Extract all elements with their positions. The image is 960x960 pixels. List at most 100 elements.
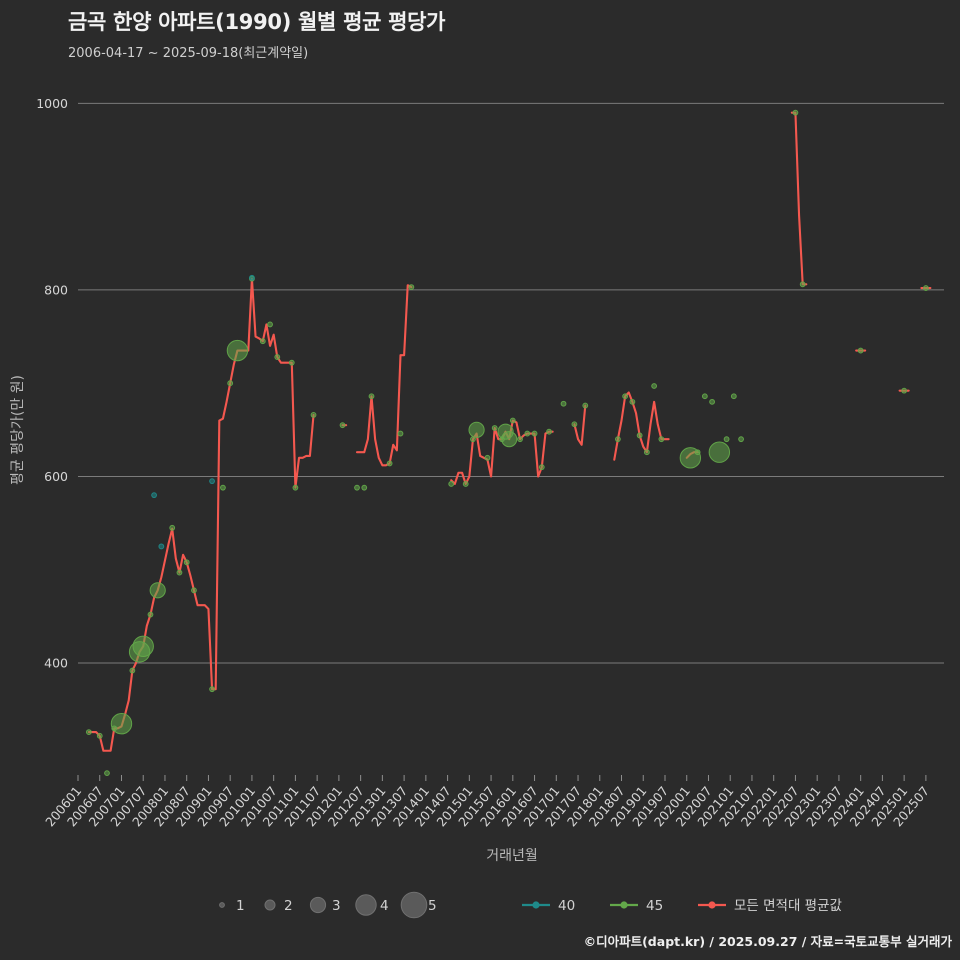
scatter-point bbox=[546, 428, 552, 435]
y-tick-label: 600 bbox=[44, 469, 68, 484]
series-scatter-40 bbox=[151, 274, 255, 550]
legend-series-marker[interactable] bbox=[620, 901, 628, 909]
scatter-point bbox=[96, 732, 103, 739]
scatter-point bbox=[658, 436, 665, 443]
scatter-point bbox=[209, 686, 215, 693]
scatter-point bbox=[484, 454, 491, 461]
scatter-point bbox=[517, 436, 523, 443]
legend-size-marker[interactable] bbox=[264, 899, 276, 911]
scatter-point bbox=[857, 347, 864, 354]
chart-header: 금곡 한양 아파트(1990) 월별 평균 평당가 2006-04-17 ~ 2… bbox=[68, 6, 928, 61]
scatter-point bbox=[738, 436, 744, 443]
scatter-point bbox=[524, 430, 531, 437]
scatter-point bbox=[259, 338, 266, 345]
scatter-point bbox=[501, 431, 518, 448]
scatter-point bbox=[249, 274, 255, 281]
scatter-point bbox=[571, 421, 578, 428]
legend-size-label: 5 bbox=[428, 898, 437, 914]
legend-series-label[interactable]: 모든 면적대 평균값 bbox=[734, 898, 842, 914]
scatter-point bbox=[708, 441, 731, 463]
scatter-point bbox=[310, 412, 317, 418]
scatter-point bbox=[629, 398, 636, 405]
scatter-point bbox=[709, 398, 716, 405]
legend-size-marker[interactable] bbox=[355, 894, 377, 916]
scatter-point bbox=[267, 321, 273, 328]
y-tick-label: 400 bbox=[44, 656, 68, 671]
scatter-point bbox=[158, 543, 165, 550]
scatter-point bbox=[169, 524, 176, 531]
scatter-point bbox=[361, 484, 368, 491]
chart-subtitle: 2006-04-17 ~ 2025-09-18(최근계약일) bbox=[68, 46, 309, 61]
scatter-point bbox=[292, 484, 299, 491]
scatter-point bbox=[651, 383, 658, 389]
scatter-point bbox=[209, 478, 215, 485]
scatter-point bbox=[274, 354, 281, 360]
legend-size-marker[interactable] bbox=[309, 896, 327, 914]
legend-size-label: 1 bbox=[236, 898, 245, 914]
scatter-point bbox=[226, 339, 249, 362]
chart-legend[interactable]: 1 2 3 4 5 40 45 모든 면적대 평균값 bbox=[219, 891, 842, 919]
scatter-point bbox=[176, 569, 183, 576]
scatter-point bbox=[701, 393, 708, 400]
scatter-point bbox=[220, 484, 226, 491]
legend-size-label: 3 bbox=[332, 898, 341, 914]
gridlines-group bbox=[78, 102, 944, 664]
y-axis-ticks: 400 600 800 1000 bbox=[36, 96, 68, 671]
scatter-point bbox=[922, 285, 929, 291]
scatter-point bbox=[694, 449, 701, 456]
scatter-point bbox=[183, 559, 190, 566]
legend-series-marker[interactable] bbox=[532, 901, 540, 909]
series-scatter-45 bbox=[85, 109, 929, 777]
scatter-point bbox=[636, 432, 643, 439]
scatter-point bbox=[227, 380, 234, 387]
scatter-point bbox=[132, 635, 154, 657]
y-tick-label: 800 bbox=[44, 282, 68, 297]
scatter-point bbox=[468, 421, 485, 438]
scatter-point bbox=[408, 284, 415, 291]
scatter-point bbox=[792, 109, 799, 116]
legend-size-label: 4 bbox=[380, 898, 389, 914]
scatter-point bbox=[368, 393, 375, 400]
y-tick-label: 1000 bbox=[36, 96, 68, 111]
scatter-point bbox=[129, 667, 136, 674]
x-axis-label: 거래년월 bbox=[486, 848, 538, 864]
scatter-point bbox=[622, 393, 629, 400]
scatter-point bbox=[448, 481, 455, 487]
y-axis-label: 평균 평당가(만 원) bbox=[10, 375, 26, 485]
legend-series-marker[interactable] bbox=[708, 901, 716, 909]
scatter-point bbox=[354, 484, 360, 491]
x-axis-ticks: 2006012006072007012007072008012008072009… bbox=[42, 775, 932, 829]
scatter-point bbox=[397, 430, 404, 437]
legend-series-label[interactable]: 45 bbox=[646, 898, 663, 914]
page-title: 금곡 한양 아파트(1990) 월별 평균 평당가 bbox=[68, 10, 446, 34]
scatter-point bbox=[723, 436, 730, 443]
scatter-point bbox=[288, 359, 295, 366]
scatter-point bbox=[149, 582, 166, 599]
chart-footer: ©디아파트(dapt.kr) / 2025.09.27 / 자료=국토교통부 실… bbox=[583, 934, 952, 949]
scatter-point bbox=[191, 587, 197, 594]
scatter-point bbox=[901, 387, 908, 394]
legend-size-marker[interactable] bbox=[400, 891, 428, 919]
scatter-point bbox=[560, 400, 567, 407]
scatter-point bbox=[582, 402, 589, 409]
scatter-point bbox=[151, 492, 157, 499]
scatter-point bbox=[339, 422, 346, 429]
scatter-point bbox=[538, 464, 545, 471]
scatter-point bbox=[386, 460, 393, 467]
legend-size-marker[interactable] bbox=[219, 902, 225, 908]
scatter-point bbox=[104, 770, 110, 777]
scatter-point bbox=[110, 712, 133, 735]
scatter-point bbox=[491, 425, 498, 431]
scatter-point bbox=[614, 436, 621, 443]
scatter-point bbox=[531, 430, 538, 437]
scatter-point bbox=[730, 393, 737, 400]
legend-size-label: 2 bbox=[284, 898, 293, 914]
scatter-point bbox=[147, 611, 154, 618]
scatter-point bbox=[462, 481, 469, 487]
scatter-point bbox=[509, 417, 516, 424]
scatter-point bbox=[643, 449, 650, 456]
scatter-point bbox=[85, 729, 92, 735]
legend-series-label[interactable]: 40 bbox=[558, 898, 575, 914]
